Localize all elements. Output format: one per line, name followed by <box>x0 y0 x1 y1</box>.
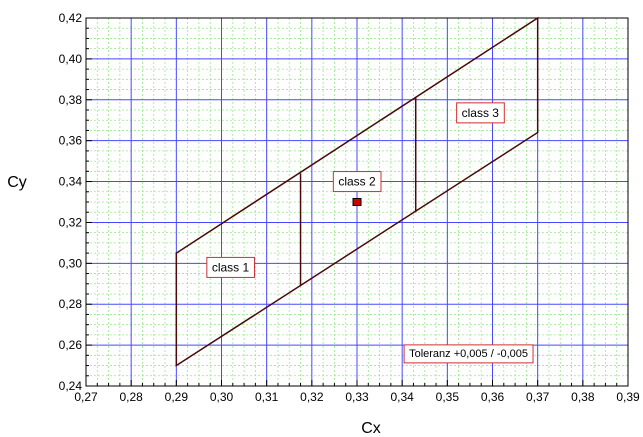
annotation-text: class 1 <box>212 260 250 274</box>
annotation-text: class 3 <box>462 106 500 120</box>
y-tick-labels: 0,24 0,26 0,28 0,30 0,32 0,34 0,36 0,38 0,40 0,42 <box>59 11 83 393</box>
y-tick-label: 0,30 <box>59 256 83 270</box>
x-tick-label: 0,31 <box>255 390 279 404</box>
y-tick-label: 0,42 <box>59 11 83 25</box>
y-tick-label: 0,24 <box>59 379 83 393</box>
annotation-box: class 1 <box>206 256 256 278</box>
data-point <box>352 198 362 206</box>
major-grid <box>86 18 628 386</box>
x-tick-label: 0,37 <box>526 390 550 404</box>
y-tick-label: 0,36 <box>59 134 83 148</box>
y-tick-label: 0,32 <box>59 215 83 229</box>
x-axis-label: Cx <box>361 420 381 437</box>
annotation-border <box>403 344 534 364</box>
annotation-border <box>206 256 256 278</box>
x-tick-label: 0,35 <box>436 390 460 404</box>
x-tick-label: 0,39 <box>616 390 640 404</box>
axis-ticks <box>85 17 629 387</box>
y-tick-label: 0,34 <box>59 175 83 189</box>
minor-grid <box>86 18 628 386</box>
y-tick-label: 0,26 <box>59 338 83 352</box>
class-dividers <box>299 97 417 286</box>
annotation-text: class 2 <box>338 175 376 189</box>
annotation-box: class 2 <box>332 171 382 193</box>
x-tick-label: 0,32 <box>300 390 324 404</box>
x-tick-label: 0,36 <box>481 390 505 404</box>
y-axis-label: Cy <box>7 174 27 191</box>
x-tick-label: 0,27 <box>74 390 98 404</box>
x-tick-label: 0,30 <box>210 390 234 404</box>
x-tick-label: 0,28 <box>119 390 143 404</box>
y-tick-label: 0,28 <box>59 297 83 311</box>
x-tick-label: 0,34 <box>390 390 414 404</box>
annotation-border <box>456 102 505 124</box>
x-tick-label: 0,29 <box>165 390 189 404</box>
x-tick-label: 0,38 <box>571 390 595 404</box>
annotation-border <box>332 171 382 193</box>
annotation-box: class 3 <box>456 102 505 124</box>
annotations: class 1 class 2 class 3 Toleranz +0,005 / -… <box>206 102 534 364</box>
x-tick-labels: 0,27 0,28 0,29 0,30 0,31 0,32 0,33 0,34 0,35 0,36… <box>74 390 640 404</box>
y-tick-label: 0,40 <box>59 52 83 66</box>
tolerance-outline <box>175 16 539 367</box>
x-tick-label: 0,33 <box>345 390 369 404</box>
y-tick-label: 0,38 <box>59 93 83 107</box>
annotation-text: Toleranz +0,005 / -0,005 <box>409 348 528 360</box>
annotation-box: Toleranz +0,005 / -0,005 <box>403 344 534 364</box>
